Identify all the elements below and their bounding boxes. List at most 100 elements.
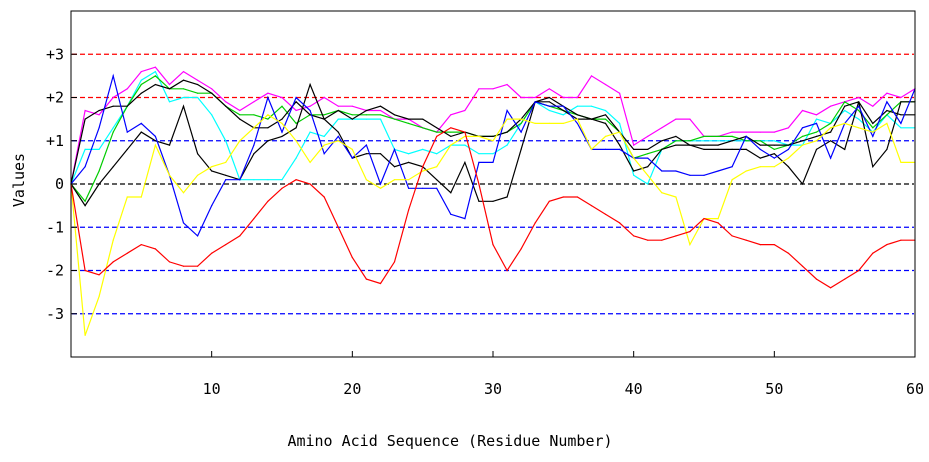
data-point: [619, 222, 621, 224]
data-point: [84, 166, 86, 168]
data-point: [323, 118, 325, 120]
data-point: [393, 114, 396, 116]
data-point: [281, 131, 283, 133]
data-point: [801, 265, 804, 267]
data-point: [689, 118, 691, 120]
data-point: [309, 109, 311, 112]
data-point: [801, 140, 804, 142]
data-point: [450, 114, 452, 116]
data-point: [351, 114, 353, 116]
data-point: [126, 131, 128, 133]
data-point: [295, 101, 297, 103]
data-point: [604, 109, 607, 112]
data-point: [647, 157, 649, 159]
series-0: [70, 66, 916, 185]
data-point: [830, 105, 832, 107]
data-point: [604, 148, 607, 150]
data-point: [661, 170, 663, 172]
data-point: [182, 79, 185, 81]
data-point: [492, 153, 494, 155]
data-point: [211, 170, 213, 172]
data-point: [323, 96, 325, 99]
data-point: [534, 222, 536, 224]
data-point: [84, 118, 86, 120]
data-point: [604, 83, 607, 86]
data-point: [450, 213, 452, 215]
data-point: [773, 157, 775, 159]
data-point: [633, 144, 635, 146]
y-tick-label: 0: [55, 175, 64, 193]
data-point: [647, 174, 649, 176]
data-point: [98, 109, 100, 112]
data-point: [534, 96, 536, 99]
data-point: [98, 148, 100, 150]
data-point: [858, 269, 860, 272]
data-point: [492, 88, 494, 90]
data-point: [393, 118, 396, 120]
data-point: [562, 196, 564, 198]
data-point: [731, 131, 733, 133]
data-point: [520, 148, 522, 150]
data-point: [126, 148, 128, 150]
data-point: [576, 122, 579, 124]
data-point: [548, 88, 550, 90]
data-point: [98, 114, 100, 116]
data-point: [717, 222, 719, 224]
y-axis-ticks: +3 +2 +1 0 -1 -2 -3: [46, 45, 77, 323]
data-point: [858, 127, 860, 129]
data-point: [830, 131, 832, 133]
data-point: [576, 114, 579, 116]
data-point: [759, 148, 761, 150]
data-point: [140, 122, 142, 124]
data-point: [295, 157, 297, 159]
data-point: [84, 148, 86, 150]
data-point: [562, 109, 564, 112]
data-point: [900, 96, 902, 99]
data-point: [675, 196, 677, 198]
data-point: [675, 135, 677, 137]
data-point: [590, 105, 593, 107]
data-point: [548, 101, 550, 103]
data-point: [211, 92, 213, 94]
data-point: [211, 88, 213, 90]
data-point: [379, 282, 382, 285]
data-point: [562, 105, 564, 107]
data-point: [703, 135, 705, 137]
data-point: [619, 131, 621, 133]
data-point: [98, 170, 100, 172]
data-point: [84, 334, 86, 336]
data-point: [619, 92, 621, 94]
data-point: [844, 109, 846, 112]
data-point: [604, 122, 607, 124]
data-point: [731, 135, 733, 137]
data-point: [787, 144, 790, 146]
data-point: [281, 118, 283, 120]
data-point: [548, 96, 550, 99]
data-point: [337, 135, 339, 137]
data-point: [675, 140, 677, 142]
data-point: [182, 265, 185, 267]
data-point: [197, 265, 199, 267]
data-point: [478, 153, 480, 155]
data-point: [253, 127, 255, 129]
data-point: [872, 105, 874, 107]
data-point: [886, 109, 888, 112]
data-point: [126, 196, 128, 198]
data-point: [745, 131, 747, 133]
data-point: [211, 166, 213, 168]
data-point: [154, 144, 156, 146]
data-point: [717, 135, 719, 137]
data-point: [858, 109, 860, 112]
data-point: [140, 131, 142, 133]
data-point: [745, 170, 747, 172]
data-point: [675, 170, 677, 172]
data-point: [253, 218, 255, 220]
data-point: [154, 71, 156, 73]
data-point: [633, 157, 635, 159]
data-point: [309, 183, 311, 185]
data-point: [872, 252, 874, 254]
data-point: [281, 135, 283, 137]
data-point: [450, 144, 452, 146]
data-point: [281, 122, 283, 124]
data-point: [801, 183, 804, 185]
